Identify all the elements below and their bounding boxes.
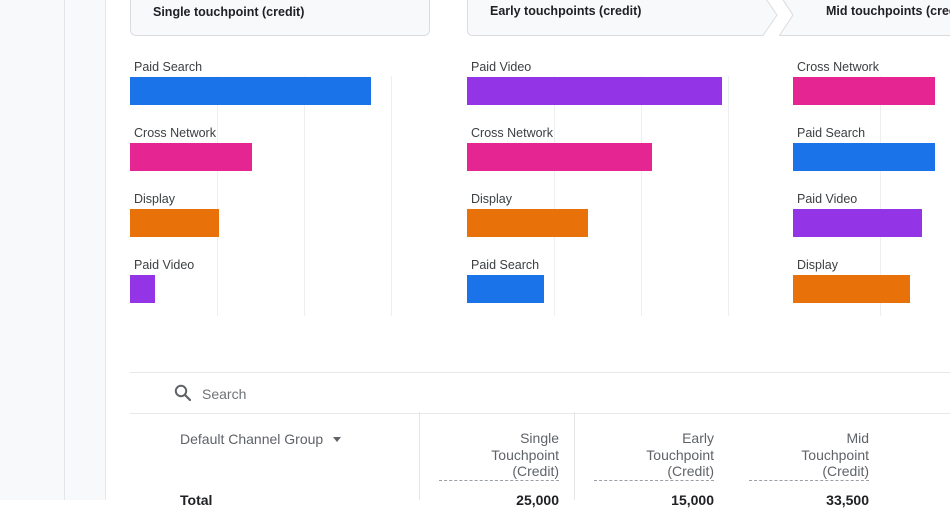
gridline xyxy=(304,76,305,316)
gridline xyxy=(728,76,729,316)
bar-label: Display xyxy=(471,192,512,206)
bar[interactable] xyxy=(467,275,544,303)
bar[interactable] xyxy=(467,77,722,105)
gridline xyxy=(641,76,642,316)
column-divider xyxy=(574,412,575,500)
column-header-mid-touchpoint[interactable]: Mid Touchpoint (Credit) xyxy=(749,430,869,481)
step-mid-touchpoints[interactable] xyxy=(779,0,950,36)
bar[interactable] xyxy=(130,143,252,171)
step-label: Early touchpoints (credit) xyxy=(490,4,642,18)
column-header-early-touchpoint[interactable]: Early Touchpoint (Credit) xyxy=(594,430,714,481)
chart-mid-touchpoints: Cross Network Paid Search Paid Video Displa… xyxy=(793,58,950,316)
bar[interactable] xyxy=(467,209,588,237)
step-label: Single touchpoint (credit) xyxy=(153,5,305,19)
column-header-line: (Credit) xyxy=(439,463,559,481)
total-mid-touchpoint: 33,500 xyxy=(826,492,869,508)
table-search-bar xyxy=(130,372,950,414)
gridline xyxy=(217,76,218,316)
bar[interactable] xyxy=(793,143,935,171)
bar-label: Display xyxy=(134,192,175,206)
search-input[interactable] xyxy=(200,382,504,406)
column-divider xyxy=(419,412,420,500)
step-label: Mid touchpoints (cred xyxy=(826,4,950,18)
bar-label: Cross Network xyxy=(471,126,553,140)
column-header-line: (Credit) xyxy=(594,463,714,481)
step-single-touchpoint[interactable]: Single touchpoint (credit) xyxy=(130,0,430,36)
total-row-label: Total xyxy=(180,492,213,508)
bar-label: Cross Network xyxy=(134,126,216,140)
column-header-line: Touchpoint xyxy=(491,446,559,463)
bar-label: Display xyxy=(797,258,838,272)
gridline xyxy=(554,76,555,316)
total-early-touchpoint: 15,000 xyxy=(671,492,714,508)
column-header-line: (Credit) xyxy=(749,463,869,481)
gridline xyxy=(880,76,881,316)
bar[interactable] xyxy=(793,275,910,303)
nav-gutter xyxy=(65,0,106,500)
bar[interactable] xyxy=(130,275,155,303)
column-header-line: Touchpoint xyxy=(646,446,714,463)
bar-label: Paid Video xyxy=(134,258,195,272)
left-nav-rail xyxy=(0,0,65,500)
column-header-line: Early xyxy=(682,430,714,446)
total-single-touchpoint: 25,000 xyxy=(516,492,559,508)
step-early-touchpoints[interactable] xyxy=(467,0,779,36)
chart-early-touchpoints: Paid Video Cross Network Display Paid Searc… xyxy=(467,58,767,316)
gridline xyxy=(391,76,392,316)
bar[interactable] xyxy=(793,209,922,237)
bar[interactable] xyxy=(793,77,935,105)
bar-label: Paid Video xyxy=(797,192,858,206)
column-header-line: Mid xyxy=(846,430,869,446)
dimension-dropdown[interactable]: Default Channel Group xyxy=(180,431,342,447)
search-icon[interactable] xyxy=(174,384,192,402)
chart-single-touchpoint: Paid Search Cross Network Display Paid Vide… xyxy=(130,58,430,316)
bar[interactable] xyxy=(130,77,371,105)
chevron-down-icon xyxy=(333,436,342,442)
bar[interactable] xyxy=(467,143,652,171)
bar-label: Paid Video xyxy=(471,60,532,74)
column-header-single-touchpoint[interactable]: Single Touchpoint (Credit) xyxy=(439,430,559,481)
bar-label: Cross Network xyxy=(797,60,879,74)
bar-label: Paid Search xyxy=(134,60,203,74)
dimension-label: Default Channel Group xyxy=(180,431,324,447)
column-header-line: Single xyxy=(520,430,559,446)
bar[interactable] xyxy=(130,209,219,237)
bar-label: Paid Search xyxy=(471,258,540,272)
column-header-line: Touchpoint xyxy=(801,446,869,463)
bar-label: Paid Search xyxy=(797,126,866,140)
